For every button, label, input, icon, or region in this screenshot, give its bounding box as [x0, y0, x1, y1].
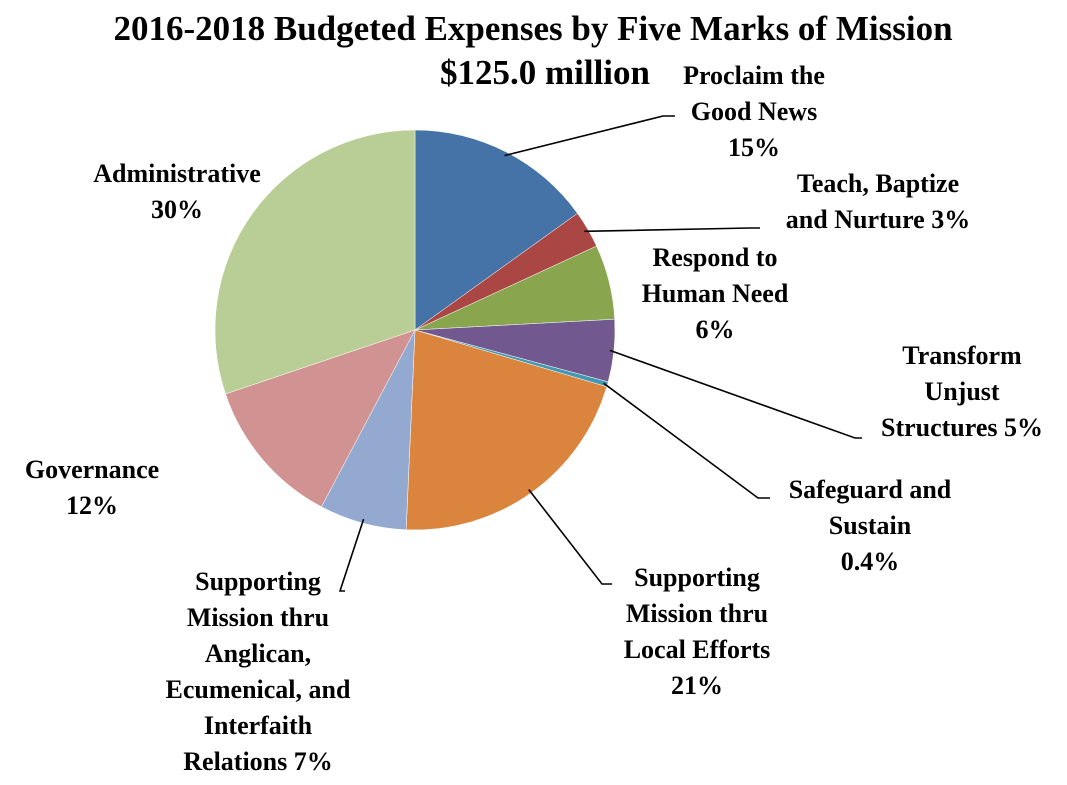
slice-label-line: Administrative [93, 159, 261, 188]
leader-line-6 [338, 518, 365, 592]
slice-label-line: Anglican, [205, 639, 311, 668]
slice-label-line: Safeguard and [789, 475, 952, 504]
pie-slice-7 [225, 329, 416, 508]
slice-label-line: 30% [151, 195, 203, 224]
slice-labels: Proclaim the Good News 15% Teach, Baptize an… [25, 61, 1043, 776]
slice-label-line: Governance [25, 455, 159, 484]
slice-label-line: Interfaith [204, 711, 313, 740]
slice-label-line: 6% [696, 315, 735, 344]
leader-line-3 [609, 349, 862, 439]
slice-label-line: 21% [671, 671, 723, 700]
leader-lines [338, 115, 862, 592]
slice-label-line: Structures 5% [881, 413, 1043, 442]
slice-label-line: Supporting [634, 563, 760, 592]
slice-label-7: Governance 12% [25, 455, 159, 520]
slice-label-line: Unjust [924, 377, 999, 406]
slice-label-line: Good News [691, 97, 817, 126]
slice-label-line: Relations 7% [183, 747, 333, 776]
slice-label-line: 15% [728, 133, 780, 162]
slice-label-line: 0.4% [841, 547, 900, 576]
slice-label-1: Teach, Baptize and Nurture 3% [786, 169, 970, 234]
leader-line-1 [584, 227, 760, 233]
slice-label-4: Safeguard and Sustain 0.4% [789, 475, 952, 576]
pie-slices [214, 129, 616, 531]
chart-title: 2016-2018 Budgeted Expenses by Five Mark… [113, 9, 952, 48]
slice-label-line: 12% [66, 491, 118, 520]
slice-label-2: Respond to Human Need 6% [642, 243, 789, 344]
slice-label-6: Supporting Mission thru Anglican, Ecumenica… [166, 567, 351, 776]
leader-line-0 [504, 115, 675, 157]
slice-label-line: Proclaim the [683, 61, 825, 90]
slice-label-line: Teach, Baptize [797, 169, 959, 198]
slice-label-line: Ecumenical, and [166, 675, 351, 704]
slice-label-0: Proclaim the Good News 15% [683, 61, 825, 162]
slice-label-line: Respond to [653, 243, 778, 272]
slice-label-line: and Nurture 3% [786, 205, 970, 234]
slice-label-line: Mission thru [626, 599, 768, 628]
slice-label-3: Transform Unjust Structures 5% [881, 341, 1043, 442]
chart-subtitle: $125.0 million [440, 53, 650, 92]
leader-line-4 [603, 382, 770, 499]
slice-label-line: Local Efforts [624, 635, 771, 664]
slice-label-line: Human Need [642, 279, 789, 308]
slice-label-line: Supporting [195, 567, 321, 596]
slice-label-8: Administrative 30% [93, 159, 261, 224]
slice-label-line: Sustain [829, 511, 912, 540]
slice-label-5: Supporting Mission thru Local Efforts 21% [624, 563, 771, 700]
pie-slice-8 [214, 129, 416, 395]
leader-line-5 [528, 489, 612, 585]
slice-label-line: Mission thru [187, 603, 329, 632]
pie-slice-0 [414, 129, 578, 331]
slice-label-line: Transform [902, 341, 1022, 370]
